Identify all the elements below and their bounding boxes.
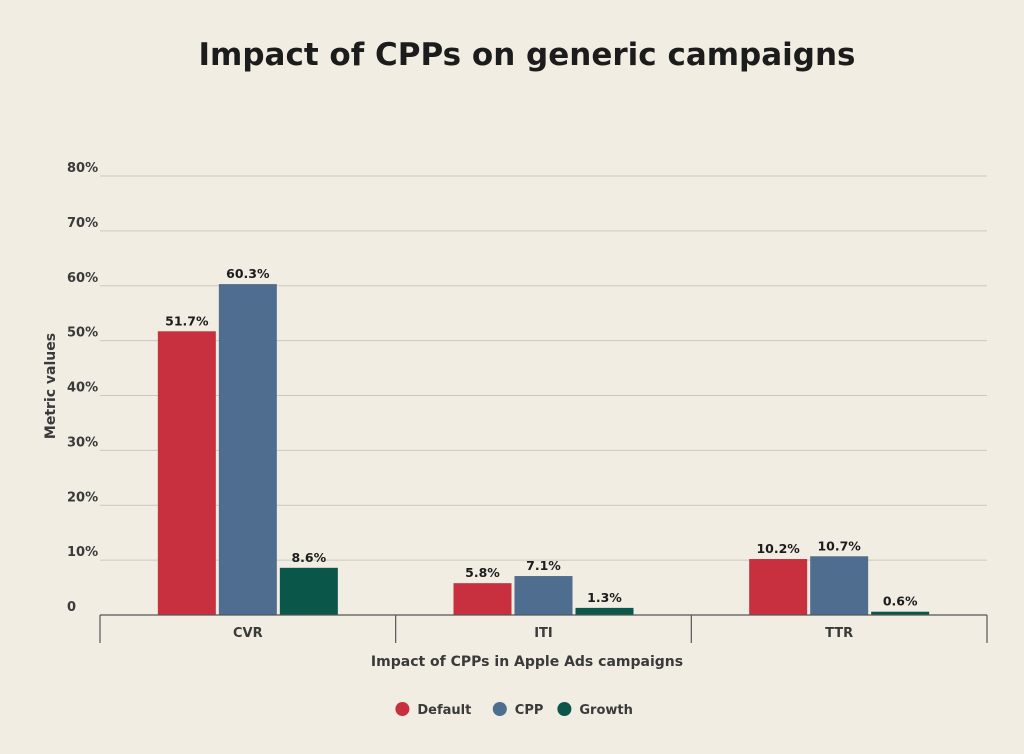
x-tick-label: CVR bbox=[233, 626, 263, 641]
data-label: 60.3% bbox=[226, 266, 270, 281]
data-label: 1.3% bbox=[587, 590, 622, 605]
y-tick-label: 50% bbox=[67, 326, 98, 341]
x-tick-label: TTR bbox=[825, 626, 853, 641]
bars bbox=[157, 284, 930, 615]
legend: Default CPP Growth bbox=[395, 702, 633, 718]
y-axis-label: Metric values bbox=[43, 333, 59, 439]
bar-default-cvr bbox=[157, 331, 216, 615]
bar-growth-cvr bbox=[279, 567, 338, 615]
bar-cpp-ttr bbox=[810, 556, 869, 615]
y-tick-label: 80% bbox=[67, 161, 98, 176]
data-label: 10.7% bbox=[817, 538, 861, 553]
legend-label: Growth bbox=[579, 703, 633, 718]
y-tick-label: 0 bbox=[67, 600, 76, 615]
data-labels: 51.7% 60.3% 8.6% 5.8% 7.1% 1.3% 10.2% 10.7% 0.6% bbox=[165, 266, 918, 609]
bar-growth-ttr bbox=[871, 611, 930, 615]
y-tick-labels: 0 10% 20% 30% 40% 50% 60% 70% 80% bbox=[67, 161, 98, 615]
legend-label: CPP bbox=[515, 703, 544, 718]
data-label: 8.6% bbox=[291, 550, 326, 565]
legend-swatch-default bbox=[395, 702, 410, 716]
bar-growth-iti bbox=[575, 607, 634, 615]
legend-swatch-cpp bbox=[492, 702, 507, 716]
x-axis: CVR ITI TTR bbox=[99, 614, 988, 643]
y-tick-label: 20% bbox=[67, 490, 98, 505]
data-label: 10.2% bbox=[756, 541, 800, 556]
bar-cpp-iti bbox=[514, 576, 573, 615]
y-tick-label: 70% bbox=[67, 216, 98, 231]
legend-swatch-growth bbox=[557, 702, 572, 716]
y-tick-label: 40% bbox=[67, 381, 98, 396]
bar-default-iti bbox=[453, 583, 512, 615]
y-tick-label: 10% bbox=[67, 545, 98, 560]
bar-cpp-cvr bbox=[218, 284, 277, 615]
bar-default-ttr bbox=[749, 559, 808, 615]
x-axis-label: Impact of CPPs in Apple Ads campaigns bbox=[371, 654, 683, 670]
legend-label: Default bbox=[417, 703, 471, 718]
chart-title: Impact of CPPs on generic campaigns bbox=[199, 37, 856, 73]
y-tick-label: 30% bbox=[67, 435, 98, 450]
data-label: 5.8% bbox=[465, 565, 500, 580]
data-label: 7.1% bbox=[526, 558, 561, 573]
data-label: 51.7% bbox=[165, 313, 209, 328]
data-label: 0.6% bbox=[883, 594, 918, 609]
y-tick-label: 60% bbox=[67, 271, 98, 286]
x-tick-label: ITI bbox=[534, 626, 553, 641]
